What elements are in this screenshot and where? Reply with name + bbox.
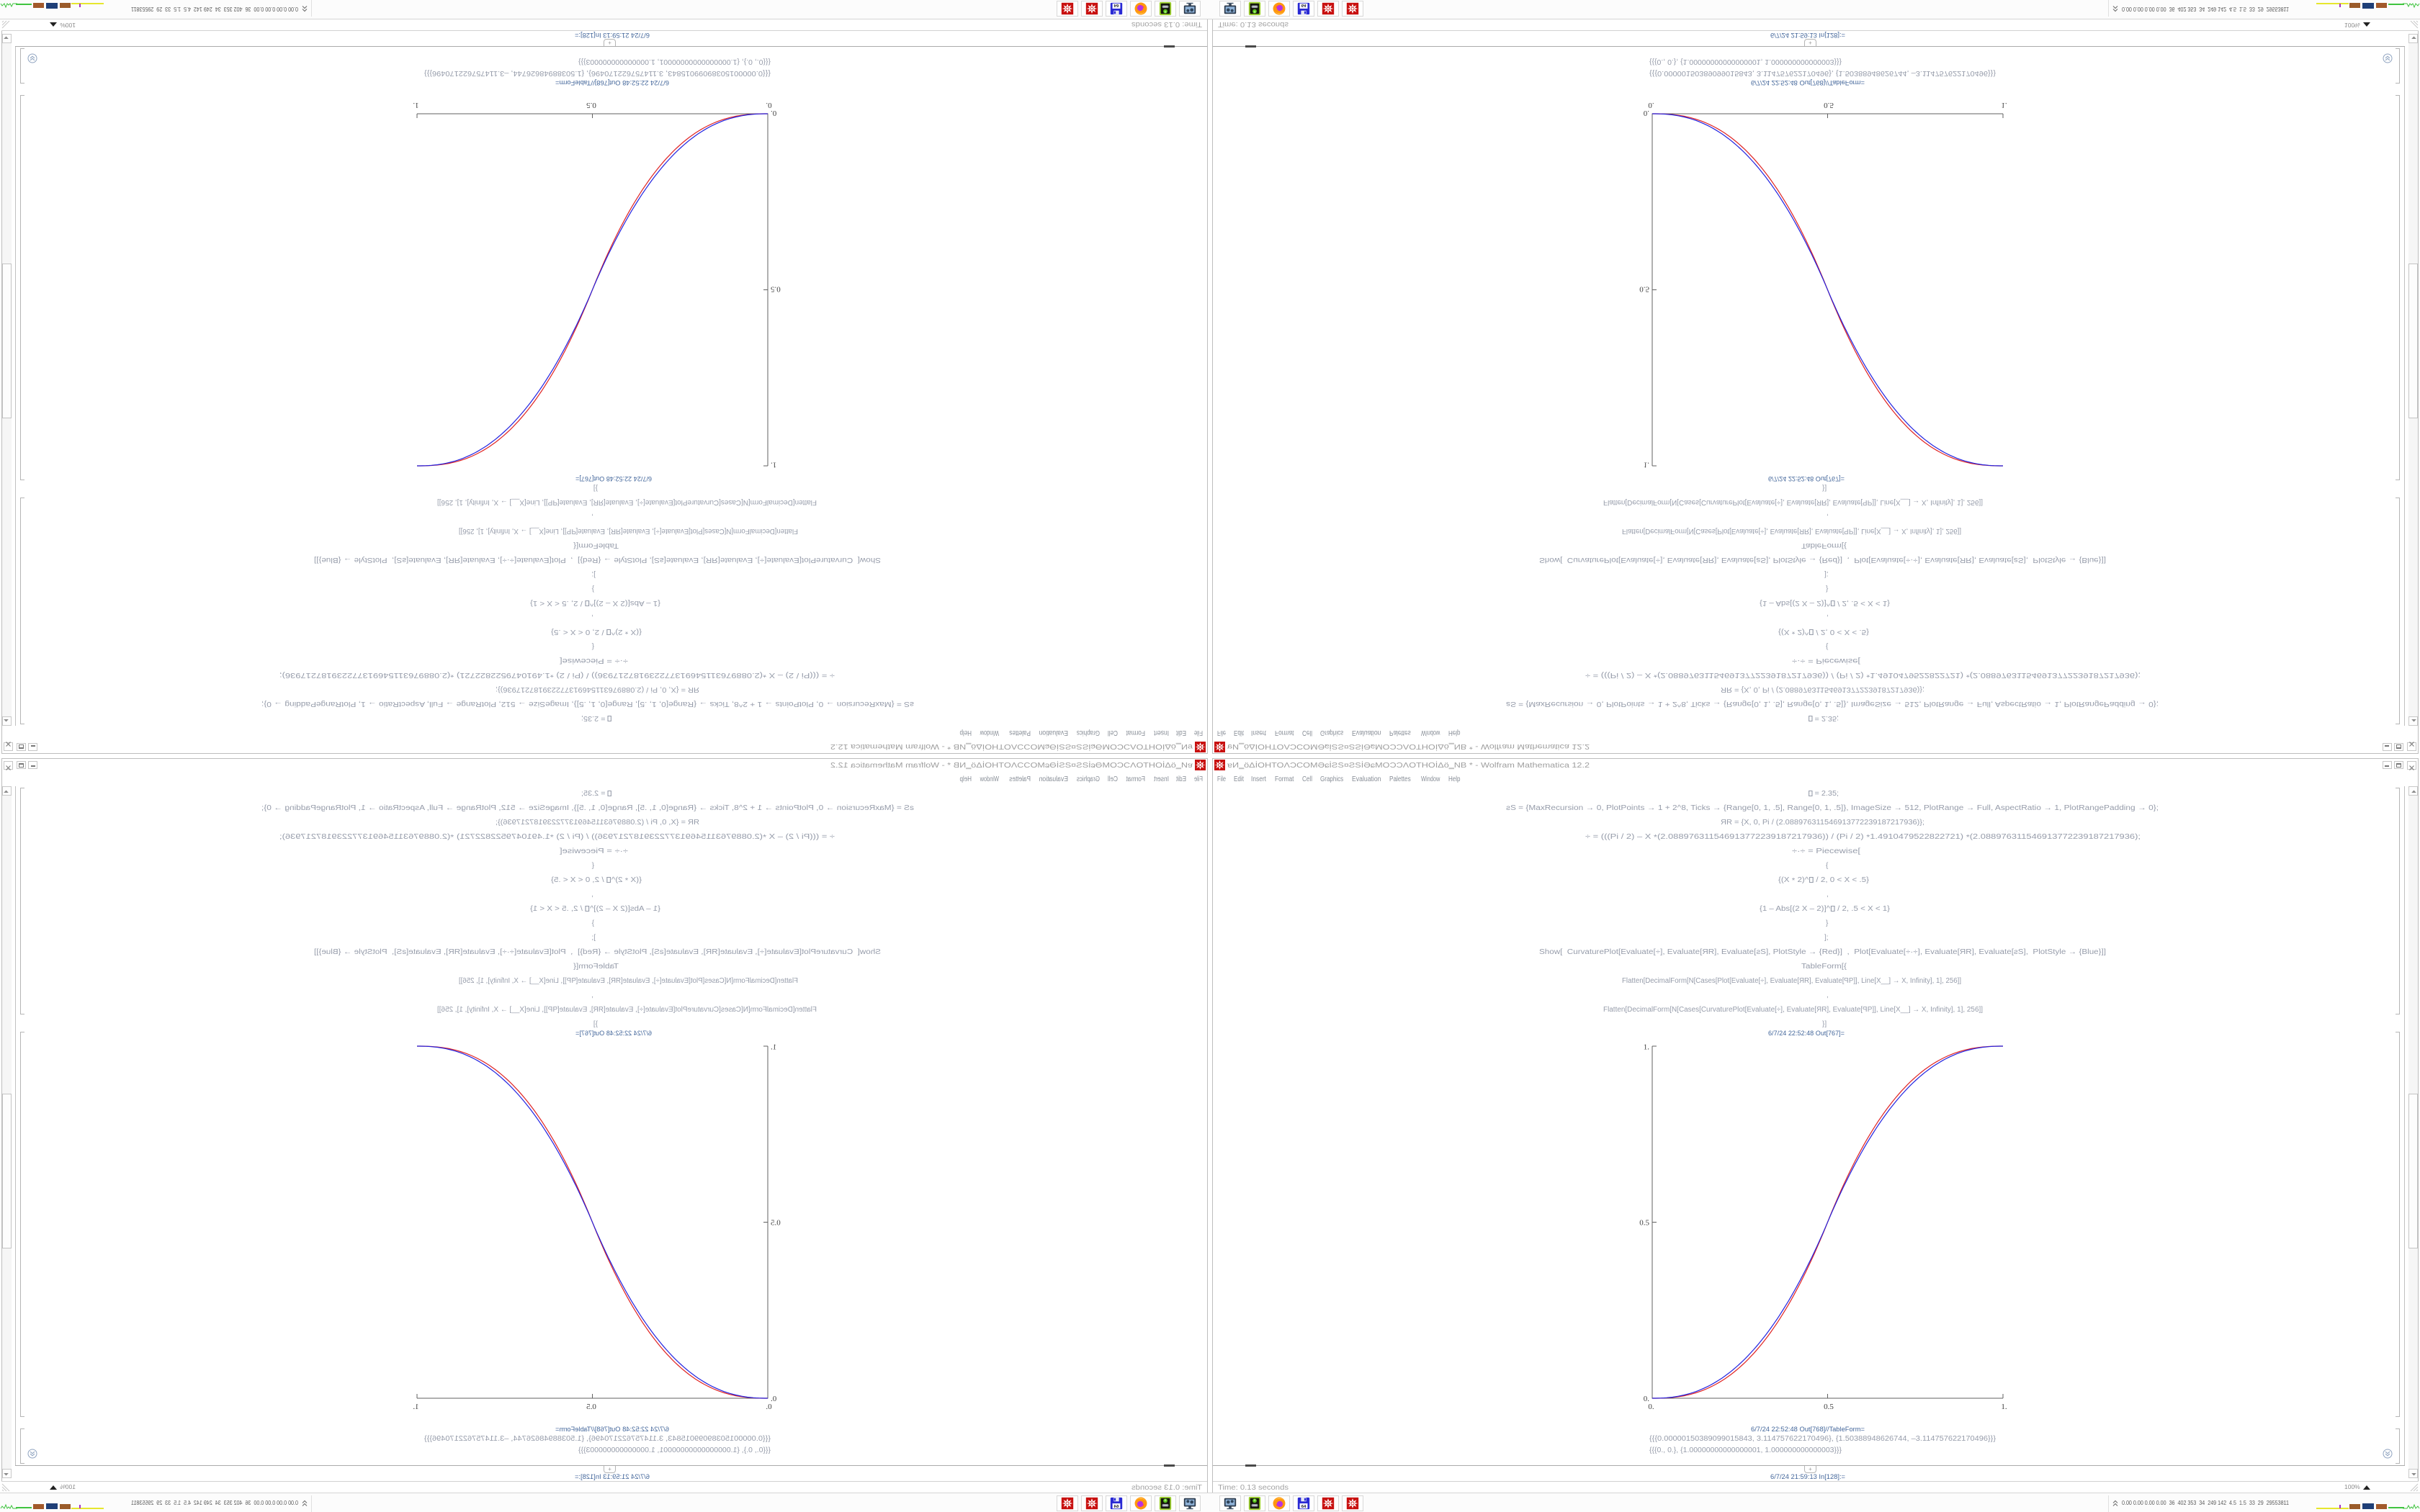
svg-text:0.: 0.: [1644, 109, 1650, 117]
svg-text:0.5: 0.5: [1639, 285, 1649, 294]
svg-text:0.: 0.: [1648, 1403, 1654, 1411]
svg-text:0.: 0.: [771, 1395, 777, 1403]
svg-text:1.: 1.: [1644, 461, 1650, 469]
svg-text:1.: 1.: [2001, 101, 2007, 109]
svg-text:1.: 1.: [771, 461, 777, 469]
svg-text:0.5: 0.5: [1824, 1403, 1834, 1411]
svg-text:0.5: 0.5: [771, 285, 781, 294]
svg-text:1.: 1.: [413, 101, 419, 109]
svg-text:64: 64: [1301, 1505, 1307, 1509]
svg-text:0.: 0.: [766, 101, 772, 109]
svg-text:1.: 1.: [2001, 1403, 2007, 1411]
svg-text:1.: 1.: [1644, 1043, 1650, 1052]
svg-text:0.5: 0.5: [586, 101, 596, 109]
svg-text:0.: 0.: [771, 109, 777, 117]
svg-text:64: 64: [1301, 3, 1307, 7]
svg-text:0.5: 0.5: [1639, 1219, 1649, 1228]
svg-text:64: 64: [1113, 1505, 1119, 1509]
svg-text:1.: 1.: [771, 1043, 777, 1052]
svg-text:0.: 0.: [766, 1403, 772, 1411]
svg-text:0.5: 0.5: [771, 1219, 781, 1228]
svg-text:0.5: 0.5: [586, 1403, 596, 1411]
svg-text:0.5: 0.5: [1824, 101, 1834, 109]
svg-text:64: 64: [1113, 3, 1119, 7]
svg-text:1.: 1.: [413, 1403, 419, 1411]
svg-text:0.: 0.: [1644, 1395, 1650, 1403]
svg-text:0.: 0.: [1648, 101, 1654, 109]
